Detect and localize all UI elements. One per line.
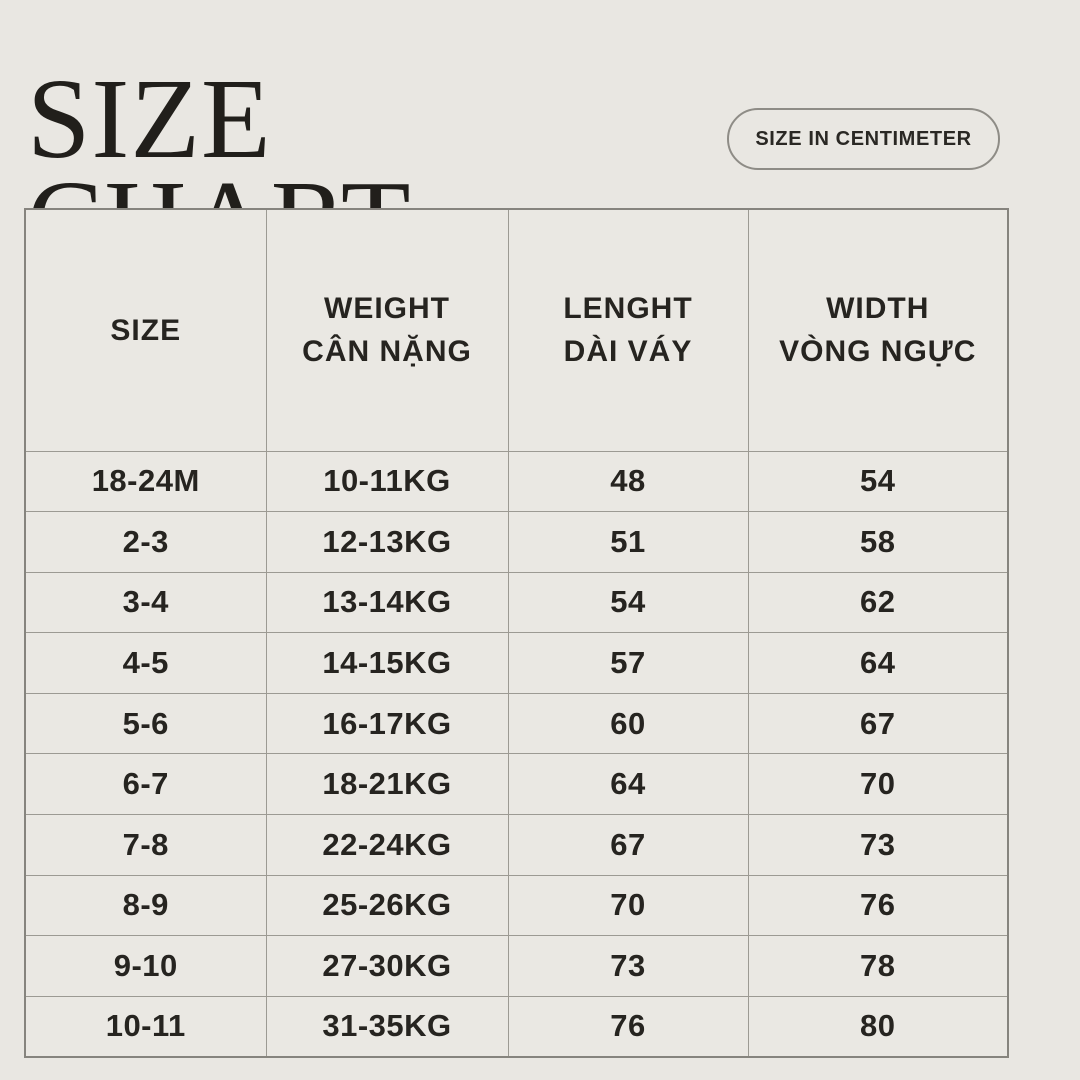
column-header-weight: WEIGHT CÂN NẶNG <box>265 208 509 452</box>
column-header-size-en: SIZE <box>110 313 182 347</box>
cell-width: 54 <box>747 450 1009 513</box>
cell-weight: 31-35KG <box>265 995 509 1058</box>
cell-width: 64 <box>747 632 1009 694</box>
cell-length: 60 <box>507 692 749 755</box>
table-row: 10-11 31-35KG 76 80 <box>24 995 1009 1058</box>
cell-weight: 27-30KG <box>265 935 509 997</box>
cell-size: 5-6 <box>24 692 267 755</box>
cell-size: 18-24M <box>24 450 267 513</box>
table-row: 8-9 25-26KG 70 76 <box>24 874 1009 937</box>
cell-weight: 13-14KG <box>265 571 509 634</box>
cell-weight: 16-17KG <box>265 692 509 755</box>
table-row: 4-5 14-15KG 57 64 <box>24 632 1009 694</box>
size-chart-table: SIZE WEIGHT CÂN NẶNG LENGHT DÀI VÁY WIDT… <box>24 208 1009 1058</box>
cell-size: 7-8 <box>24 814 267 876</box>
cell-size: 2-3 <box>24 511 267 573</box>
cell-weight: 14-15KG <box>265 632 509 694</box>
cell-width: 70 <box>747 753 1009 816</box>
cell-width: 67 <box>747 692 1009 755</box>
cell-weight: 22-24KG <box>265 814 509 876</box>
table-row: 5-6 16-17KG 60 67 <box>24 692 1009 755</box>
unit-badge-label: SIZE IN CENTIMETER <box>755 127 972 150</box>
unit-badge: SIZE IN CENTIMETER <box>727 108 1000 170</box>
table-row: 18-24M 10-11KG 48 54 <box>24 450 1009 513</box>
column-header-width-vi: VÒNG NGỰC <box>779 335 977 369</box>
cell-length: 67 <box>507 814 749 876</box>
title-line-1: SIZE <box>27 55 272 183</box>
cell-size: 4-5 <box>24 632 267 694</box>
cell-width: 76 <box>747 874 1009 937</box>
cell-width: 80 <box>747 995 1009 1058</box>
cell-weight: 12-13KG <box>265 511 509 573</box>
cell-length: 76 <box>507 995 749 1058</box>
cell-weight: 25-26KG <box>265 874 509 937</box>
table-row: 3-4 13-14KG 54 62 <box>24 571 1009 634</box>
header-row: SIZE WEIGHT CÂN NẶNG LENGHT DÀI VÁY WIDT… <box>24 208 1009 452</box>
cell-width: 58 <box>747 511 1009 573</box>
column-header-length: LENGHT DÀI VÁY <box>507 208 749 452</box>
cell-size: 8-9 <box>24 874 267 937</box>
cell-length: 70 <box>507 874 749 937</box>
cell-size: 6-7 <box>24 753 267 816</box>
cell-weight: 10-11KG <box>265 450 509 513</box>
cell-weight: 18-21KG <box>265 753 509 816</box>
cell-width: 73 <box>747 814 1009 876</box>
cell-width: 78 <box>747 935 1009 997</box>
cell-length: 48 <box>507 450 749 513</box>
cell-size: 3-4 <box>24 571 267 634</box>
cell-size: 9-10 <box>24 935 267 997</box>
table-row: 6-7 18-21KG 64 70 <box>24 753 1009 816</box>
column-header-weight-vi: CÂN NẶNG <box>302 335 472 369</box>
cell-length: 73 <box>507 935 749 997</box>
cell-length: 57 <box>507 632 749 694</box>
column-header-width-en: WIDTH <box>826 291 930 325</box>
column-header-size: SIZE <box>24 208 267 452</box>
column-header-width: WIDTH VÒNG NGỰC <box>747 208 1009 452</box>
cell-length: 54 <box>507 571 749 634</box>
cell-length: 64 <box>507 753 749 816</box>
column-header-length-vi: DÀI VÁY <box>563 335 693 369</box>
cell-length: 51 <box>507 511 749 573</box>
cell-width: 62 <box>747 571 1009 634</box>
table-row: 7-8 22-24KG 67 73 <box>24 814 1009 876</box>
cell-size: 10-11 <box>24 995 267 1058</box>
table-row: 2-3 12-13KG 51 58 <box>24 511 1009 573</box>
table-row: 9-10 27-30KG 73 78 <box>24 935 1009 997</box>
column-header-length-en: LENGHT <box>563 291 693 325</box>
column-header-weight-en: WEIGHT <box>324 291 450 325</box>
